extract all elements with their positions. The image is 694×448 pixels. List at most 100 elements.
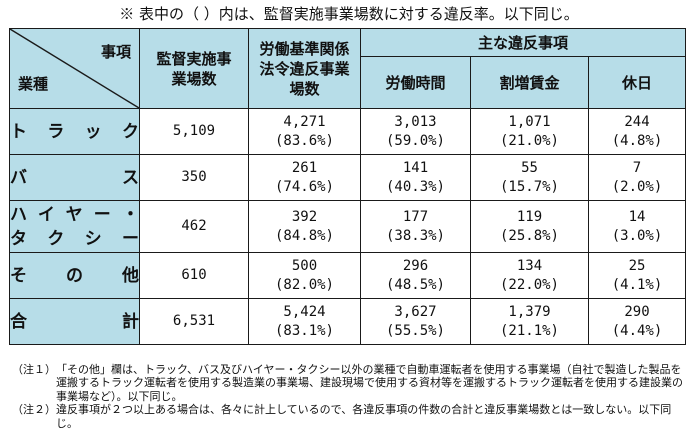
table-row: ハイヤー・タクシー 462 392 (84.8%) 177 (38.3%) 119 (25.8… bbox=[9, 200, 687, 253]
header-violation-label: 労働基準関係法令違反事業場数 bbox=[259, 39, 350, 98]
cell-premium-rate: (15.7%) bbox=[499, 178, 559, 195]
cell-hours: 3,627 (55.5%) bbox=[360, 298, 471, 345]
cell-violation: 4,271 (83.6%) bbox=[248, 108, 361, 155]
cell-holiday: 244 (4.8%) bbox=[587, 108, 687, 155]
cell-hours-rate: (40.3%) bbox=[385, 178, 445, 195]
header-corner-cell: 事項 業種 bbox=[9, 28, 140, 109]
inspection-results-table: 事項 業種 監督実施事業場数 労働基準関係法令違反事業場数 主な違反事項 労働時… bbox=[9, 27, 687, 345]
corner-label-item: 事項 bbox=[100, 43, 131, 61]
cell-holiday: 290 (4.4%) bbox=[587, 298, 687, 345]
note-2-label: （注２） bbox=[12, 403, 56, 417]
cell-hours-count: 141 bbox=[402, 159, 429, 176]
cell-holiday-rate: (3.0%) bbox=[611, 227, 663, 244]
cell-hours: 141 (40.3%) bbox=[360, 154, 471, 201]
cell-violation-rate: (84.8%) bbox=[274, 227, 334, 244]
cell-inspected: 462 bbox=[139, 200, 249, 253]
cell-hours: 177 (38.3%) bbox=[360, 200, 471, 253]
note-1-label: （注１） bbox=[12, 363, 56, 376]
cell-premium-rate: (25.8%) bbox=[499, 227, 559, 244]
cell-premium-count: 55 bbox=[521, 159, 538, 176]
cell-holiday-rate: (4.8%) bbox=[611, 132, 663, 149]
row-label: トラック bbox=[9, 108, 140, 155]
cell-violation-count: 4,271 bbox=[283, 113, 326, 130]
cell-hours-rate: (55.5%) bbox=[385, 322, 445, 339]
cell-violation-rate: (83.6%) bbox=[274, 132, 334, 149]
cell-hours-count: 3,013 bbox=[394, 113, 437, 130]
cell-premium: 55 (15.7%) bbox=[470, 154, 589, 201]
row-label: バス bbox=[9, 154, 140, 201]
cell-hours-rate: (48.5%) bbox=[385, 276, 445, 293]
cell-holiday-count: 14 bbox=[628, 208, 646, 225]
note-2-text: 違反事項が２つ以上ある場合は、各々に計上しているので、各違反事項の件数の合計と違… bbox=[56, 403, 672, 430]
cell-inspected: 610 bbox=[139, 252, 249, 299]
cell-holiday: 7 (2.0%) bbox=[587, 154, 687, 201]
cell-hours-rate: (38.3%) bbox=[385, 227, 445, 244]
cell-inspected: 5,109 bbox=[139, 108, 249, 155]
row-label-line: バス bbox=[10, 167, 139, 188]
note-1-text: 「その他」欄は、トラック、バス及びハイヤー・タクシー以外の業種で自動車運転者を使… bbox=[56, 363, 683, 403]
cell-premium: 134 (22.0%) bbox=[470, 252, 589, 299]
cell-hours-count: 177 bbox=[402, 208, 429, 225]
cell-violation-count: 392 bbox=[291, 208, 318, 225]
cell-holiday-count: 25 bbox=[628, 257, 646, 274]
row-label: 合計 bbox=[9, 298, 140, 345]
cell-violation: 392 (84.8%) bbox=[248, 200, 361, 253]
cell-violation-rate: (82.0%) bbox=[274, 276, 334, 293]
header-inspected: 監督実施事業場数 bbox=[139, 28, 249, 109]
corner-diagonal-line bbox=[10, 29, 139, 108]
table-row: バス 350 261 (74.6%) 141 (40.3%) 55 (15.7%) 7 (2.0%… bbox=[9, 154, 687, 201]
row-label-line: トラック bbox=[10, 121, 139, 142]
note-2: （注２） 違反事項が２つ以上ある場合は、各々に計上しているので、各違反事項の件数… bbox=[12, 403, 688, 430]
cell-holiday-count: 244 bbox=[624, 113, 650, 130]
table-row: 合計 6,531 5,424 (83.1%) 3,627 (55.5%) 1,379 (21.… bbox=[9, 298, 687, 345]
cell-holiday-rate: (4.1%) bbox=[611, 276, 663, 293]
header-hours: 労働時間 bbox=[360, 56, 471, 109]
cell-holiday-count: 7 bbox=[632, 159, 642, 176]
row-label: ハイヤー・ タクシー bbox=[9, 200, 140, 253]
note-1: （注１） 「その他」欄は、トラック、バス及びハイヤー・タクシー以外の業種で自動車… bbox=[12, 363, 688, 403]
corner-label-industry: 業種 bbox=[18, 75, 49, 93]
cell-holiday: 14 (3.0%) bbox=[587, 200, 687, 253]
cell-holiday-rate: (4.4%) bbox=[611, 322, 663, 339]
cell-hours-count: 3,627 bbox=[394, 303, 437, 320]
cell-premium: 1,071 (21.0%) bbox=[470, 108, 589, 155]
cell-inspected: 6,531 bbox=[139, 298, 249, 345]
row-label-line: ハイヤー・ bbox=[10, 204, 139, 225]
row-label-line: タクシー bbox=[10, 228, 139, 249]
cell-holiday-count: 290 bbox=[624, 303, 650, 320]
cell-premium-count: 134 bbox=[516, 257, 543, 274]
cell-violation: 5,424 (83.1%) bbox=[248, 298, 361, 345]
row-label: その他 bbox=[9, 252, 140, 299]
cell-violation: 500 (82.0%) bbox=[248, 252, 361, 299]
header-inspected-label: 監督実施事業場数 bbox=[156, 49, 232, 88]
cell-violation-rate: (83.1%) bbox=[274, 322, 334, 339]
cell-premium-count: 1,379 bbox=[508, 303, 551, 320]
cell-hours: 3,013 (59.0%) bbox=[360, 108, 471, 155]
cell-premium: 1,379 (21.1%) bbox=[470, 298, 589, 345]
cell-violation-rate: (74.6%) bbox=[274, 178, 334, 195]
table-row: トラック 5,109 4,271 (83.6%) 3,013 (59.0%) 1,071 (2… bbox=[9, 108, 687, 155]
cell-premium-rate: (22.0%) bbox=[499, 276, 559, 293]
header-premium: 割増賃金 bbox=[470, 56, 589, 109]
header-major-violations: 主な違反事項 bbox=[359, 27, 687, 58]
table-caption: ※ 表中の（ ）内は、監督実施事業場数に対する違反率。以下同じ。 bbox=[119, 5, 579, 23]
table-row: その他 610 500 (82.0%) 296 (48.5%) 134 (22.0%) 25 (4… bbox=[9, 252, 687, 299]
row-label-line: 合計 bbox=[10, 311, 139, 332]
cell-holiday-rate: (2.0%) bbox=[611, 178, 663, 195]
cell-hours: 296 (48.5%) bbox=[360, 252, 471, 299]
cell-premium-count: 1,071 bbox=[508, 113, 551, 130]
cell-premium: 119 (25.8%) bbox=[470, 200, 589, 253]
cell-premium-rate: (21.0%) bbox=[499, 132, 559, 149]
notes: （注１） 「その他」欄は、トラック、バス及びハイヤー・タクシー以外の業種で自動車… bbox=[12, 363, 688, 430]
cell-premium-rate: (21.1%) bbox=[499, 322, 559, 339]
cell-holiday: 25 (4.1%) bbox=[587, 252, 687, 299]
row-label-line: その他 bbox=[10, 265, 139, 286]
cell-violation-count: 500 bbox=[291, 257, 318, 274]
cell-inspected: 350 bbox=[139, 154, 249, 201]
cell-premium-count: 119 bbox=[516, 208, 543, 225]
header-violation: 労働基準関係法令違反事業場数 bbox=[248, 28, 361, 109]
cell-violation-count: 5,424 bbox=[283, 303, 326, 320]
cell-violation-count: 261 bbox=[291, 159, 318, 176]
cell-violation: 261 (74.6%) bbox=[248, 154, 361, 201]
cell-hours-count: 296 bbox=[402, 257, 429, 274]
